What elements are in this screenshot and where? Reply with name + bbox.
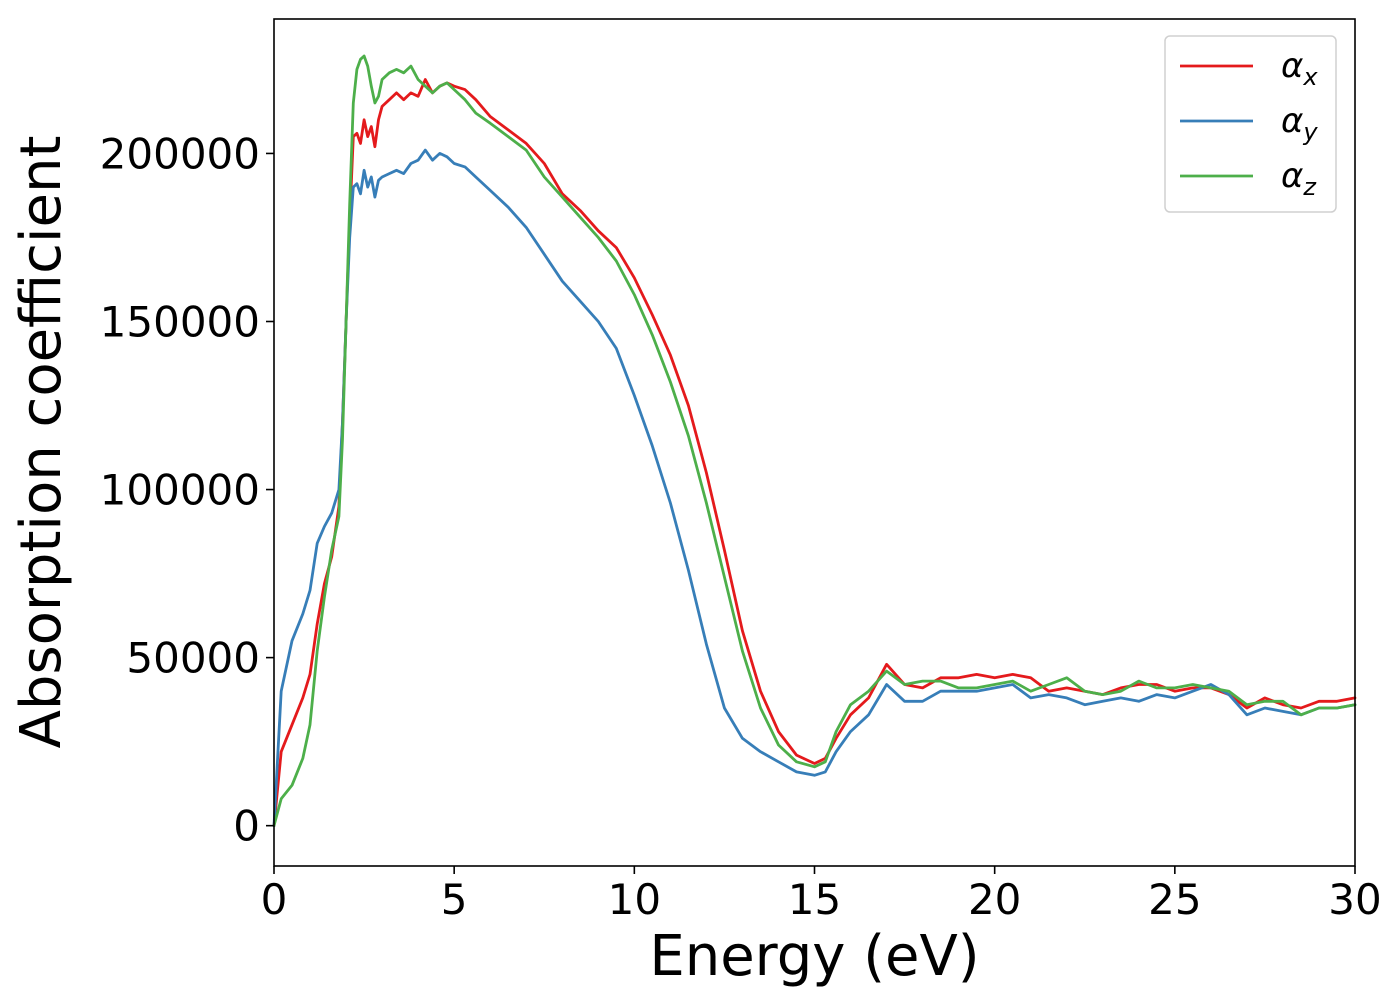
series-layer: [272, 54, 1357, 828]
legend-symbol: α: [1281, 156, 1303, 196]
legend-label-x: αx: [1281, 46, 1318, 91]
x-tick-label: 5: [441, 875, 468, 924]
legend-subscript: z: [1302, 173, 1317, 201]
x-axis-title: Energy (eV): [649, 924, 979, 989]
series-line-z: [272, 54, 1357, 828]
legend-symbol: α: [1281, 101, 1303, 141]
y-tick-label: 150000: [100, 298, 260, 347]
y-tick-label: 100000: [100, 466, 260, 515]
x-tick-label: 10: [608, 875, 661, 924]
legend-subscript: y: [1302, 118, 1318, 146]
x-tick-label: 15: [788, 875, 841, 924]
x-axis: 0 5 10 15 20 25 30: [261, 866, 1382, 924]
x-tick-label: 25: [1148, 875, 1201, 924]
legend-symbol: α: [1281, 46, 1303, 86]
series-line-y: [272, 148, 1357, 828]
y-tick-label: 0: [233, 802, 260, 851]
x-tick-label: 20: [968, 875, 1021, 924]
legend-subscript: x: [1302, 63, 1318, 91]
legend-box: [1164, 35, 1337, 213]
y-tick-label: 200000: [100, 129, 260, 178]
x-tick-label: 30: [1328, 875, 1381, 924]
legend-label-y: αy: [1281, 101, 1318, 146]
y-tick-label: 50000: [126, 634, 260, 683]
x-tick-label: 0: [261, 875, 288, 924]
y-axis-title: Absorption coefficient: [9, 136, 74, 749]
y-axis: 0 50000 100000 150000 200000: [100, 129, 274, 851]
legend-label-z: αz: [1281, 156, 1317, 201]
